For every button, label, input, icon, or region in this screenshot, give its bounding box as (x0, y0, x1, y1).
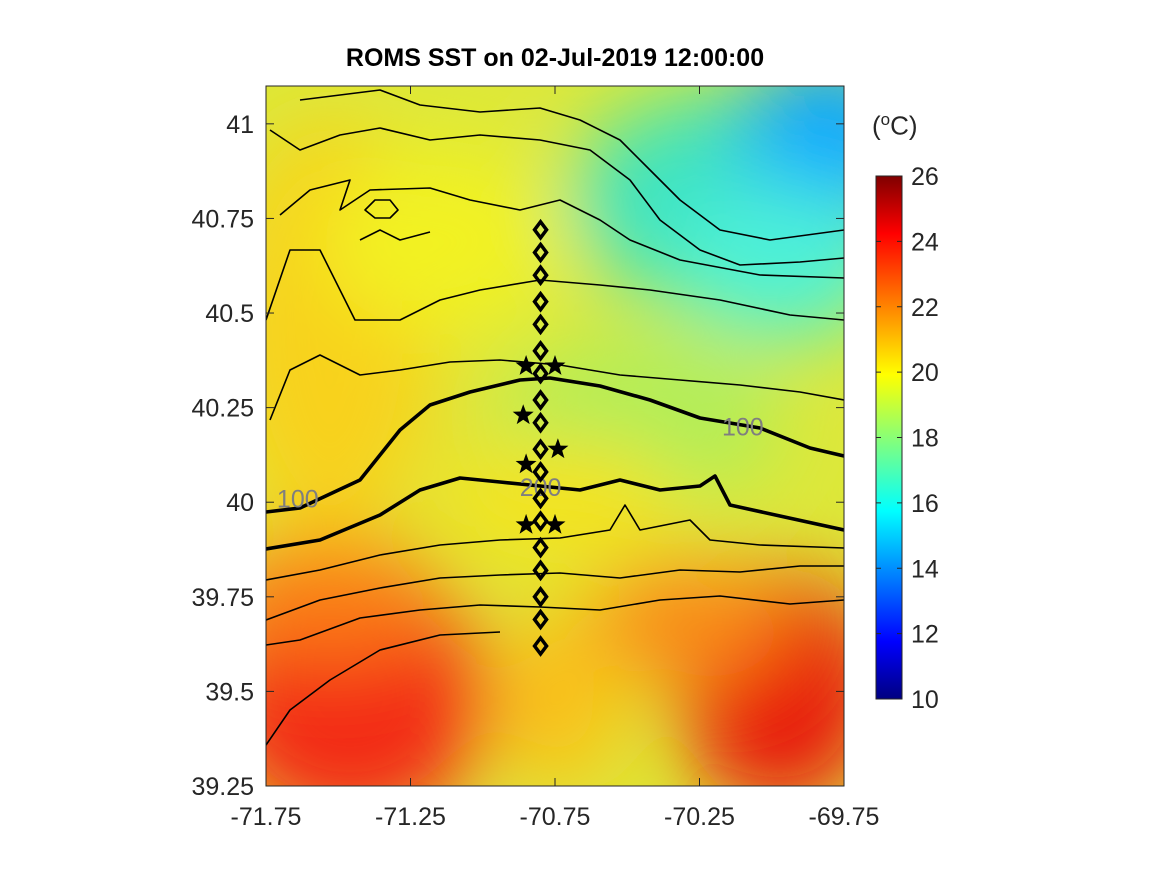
unit-degree: o (880, 110, 891, 129)
diamond-marker (532, 461, 549, 483)
diamond-marker (532, 313, 549, 336)
colorbar-unit-label: (oC) (872, 110, 918, 142)
y-tick-label: 41 (226, 111, 254, 139)
star-marker (515, 355, 537, 375)
y-tick-label: 40.25 (191, 395, 254, 423)
unit-prefix: ( (872, 110, 881, 141)
contour-label: 100 (722, 414, 764, 442)
diamond-marker (532, 438, 549, 461)
unit-suffix: C) (890, 110, 918, 141)
diamond-marker (532, 608, 549, 631)
y-tick-label: 39.5 (205, 678, 254, 706)
contour-lines (266, 89, 844, 746)
colorbar-tick-label: 16 (911, 490, 939, 518)
diamond-marker (532, 559, 549, 582)
x-tick-label: -70.25 (664, 803, 735, 831)
colorbar-tick-label: 20 (911, 359, 939, 387)
star-marker (544, 355, 566, 375)
diamond-marker (532, 218, 549, 241)
diamond-marker (532, 536, 549, 559)
colorbar-tick-label: 22 (911, 294, 939, 322)
diamond-marker (532, 339, 549, 362)
diamond-marker (532, 510, 549, 533)
contour-label: 100 (277, 485, 319, 513)
x-tick-label: -71.25 (375, 803, 446, 831)
y-tick-label: 40.5 (205, 300, 254, 328)
star-marker (515, 513, 537, 534)
star-markers (512, 355, 569, 534)
diamond-marker (532, 241, 549, 264)
colorbar-tick-label: 18 (911, 425, 939, 453)
y-tick-label: 39.25 (191, 773, 254, 801)
diamond-marker (532, 487, 549, 510)
colorbar-tick-label: 12 (911, 621, 939, 649)
colorbar-ticks: 10 12 14 16 18 20 22 24 26 (876, 163, 939, 714)
y-tick-label: 39.75 (191, 584, 254, 612)
chart-title: ROMS SST on 02-Jul-2019 12:00:00 (345, 44, 765, 72)
y-tick-label: 40 (226, 489, 254, 517)
colorbar-tick-label: 24 (911, 228, 939, 256)
diamond-marker (532, 264, 549, 287)
star-marker (512, 404, 534, 425)
colorbar-tick-label: 26 (911, 163, 939, 191)
diamond-marker (532, 389, 549, 411)
sst-heatmap (266, 86, 844, 786)
colorbar-tick-label: 10 (911, 686, 939, 714)
star-marker (515, 453, 537, 474)
diamond-marker (532, 635, 549, 657)
x-tick-label: -71.75 (231, 803, 302, 831)
diamond-marker (532, 411, 549, 434)
x-tick-label: -69.75 (809, 803, 880, 831)
x-tick-label: -70.75 (520, 803, 591, 831)
x-axis: -71.75 -71.25 -70.75 -70.25 -69.75 (231, 86, 880, 831)
star-marker (547, 438, 569, 459)
diamond-marker (532, 585, 549, 608)
colorbar-tick-label: 14 (911, 555, 939, 583)
y-tick-label: 40.75 (191, 205, 254, 233)
diamond-marker (532, 290, 549, 313)
diamond-markers (532, 218, 549, 657)
diamond-marker (532, 362, 549, 385)
y-axis: 39.25 39.5 39.75 40 40.25 40.5 40.75 41 (191, 111, 844, 801)
star-marker (544, 513, 566, 534)
